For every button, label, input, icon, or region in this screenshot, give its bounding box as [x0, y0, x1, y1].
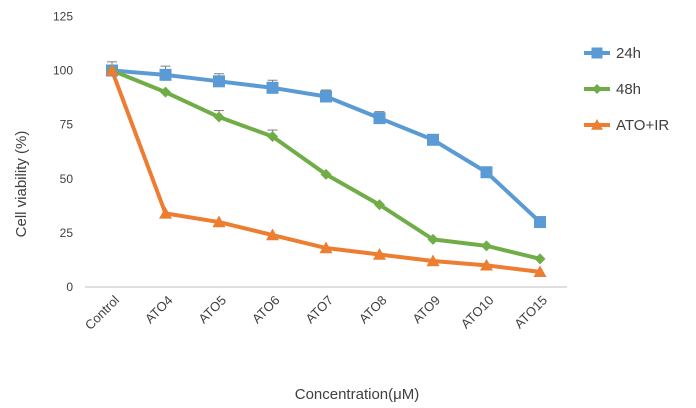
- x-tick-label: Control: [82, 292, 122, 332]
- data-point-ato-ir: [266, 228, 279, 241]
- y-tick-label: 100: [53, 64, 73, 78]
- data-point-48h: [534, 253, 546, 265]
- data-point-48h: [160, 86, 171, 98]
- x-tick-label: ATO6: [249, 293, 283, 327]
- data-point-ato-ir: [533, 265, 547, 278]
- x-axis-ticks: Control ATO4 ATO5 ATO6 ATO7 ATO8 ATO9 ATO10 ATO1…: [82, 292, 550, 332]
- x-tick-label: ATO8: [356, 293, 390, 327]
- series-markers: [105, 64, 547, 278]
- legend-marker: [591, 47, 603, 59]
- data-point-48h: [481, 240, 492, 252]
- y-tick-label: 75: [60, 118, 74, 132]
- data-point-24h: [427, 133, 439, 146]
- legend-label: ATO+IR: [616, 117, 669, 134]
- y-tick-label: 0: [66, 280, 73, 294]
- data-point-24h: [373, 112, 386, 125]
- legend-item: 48h: [584, 81, 641, 98]
- y-tick-label: 50: [60, 172, 74, 186]
- data-point-ato-ir: [159, 206, 172, 219]
- legend-item: ATO+IR: [584, 117, 669, 134]
- y-tick-label: 125: [53, 9, 73, 23]
- data-point-48h: [213, 111, 225, 123]
- x-tick-label: ATO10: [458, 293, 497, 332]
- data-point-ato-ir: [373, 248, 386, 260]
- data-point-24h: [480, 166, 493, 179]
- data-point-48h: [267, 131, 278, 143]
- legend-item: 24h: [584, 45, 641, 62]
- data-point-48h: [374, 199, 385, 211]
- legend-label: 48h: [616, 81, 641, 98]
- legend-marker: [591, 119, 603, 130]
- x-tick-label: ATO5: [195, 293, 229, 327]
- x-axis-title: Concentration(μM): [295, 386, 420, 403]
- data-point-ato-ir: [319, 241, 333, 254]
- x-tick-label: ATO15: [511, 293, 550, 332]
- data-point-24h: [159, 68, 172, 81]
- y-axis-title: Cell viability (%): [13, 131, 30, 238]
- data-point-24h: [320, 90, 332, 103]
- data-point-48h: [320, 168, 332, 180]
- data-point-24h: [266, 81, 279, 94]
- y-tick-label: 25: [60, 226, 74, 240]
- data-point-ato-ir: [212, 215, 226, 228]
- data-point-ato-ir: [105, 64, 119, 76]
- x-tick-label: ATO7: [302, 293, 336, 327]
- data-point-48h: [427, 233, 439, 245]
- data-point-24h: [213, 75, 225, 88]
- plot-area: [85, 61, 567, 288]
- y-axis-ticks: 0 25 50 75 100 125: [53, 9, 73, 294]
- data-point-ato-ir: [480, 258, 493, 271]
- legend-marker: [592, 84, 602, 94]
- x-tick-label: ATO4: [142, 293, 176, 327]
- data-point-ato-ir: [426, 254, 440, 267]
- data-point-24h: [534, 216, 546, 229]
- legend-label: 24h: [616, 45, 641, 62]
- x-tick-label: ATO9: [409, 293, 443, 327]
- legend: 24h 48h ATO+IR: [584, 45, 669, 134]
